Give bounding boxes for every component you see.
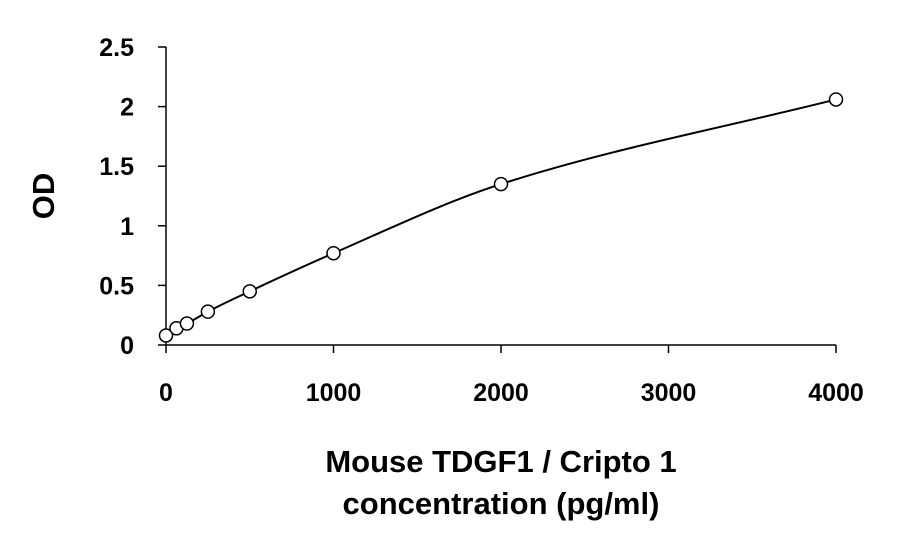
y-tick-label: 0.5 <box>99 272 134 300</box>
fit-curve <box>165 98 837 337</box>
x-tick-label: 4000 <box>808 379 864 407</box>
data-point <box>200 304 216 319</box>
y-tick-label: 1.5 <box>99 153 134 181</box>
data-point <box>326 245 341 261</box>
y-axis-title: OD <box>26 173 61 220</box>
data-point <box>828 92 844 107</box>
data-points <box>158 92 844 343</box>
x-tick-label: 2000 <box>473 379 529 407</box>
x-axis-title-line-2: concentration (pg/ml) <box>343 486 660 521</box>
y-tick-label: 0 <box>120 332 134 360</box>
x-tick-label: 1000 <box>306 379 362 407</box>
y-ticks: 0 0.5 1 1.5 2 2.5 <box>99 34 166 360</box>
x-tick-label: 3000 <box>641 379 697 407</box>
data-point <box>493 176 509 192</box>
data-point <box>179 316 195 331</box>
x-tick-label: 0 <box>159 379 173 407</box>
y-tick-label: 2 <box>120 94 134 122</box>
x-axis-title-line-1: Mouse TDGF1 / Cripto 1 <box>325 444 676 479</box>
y-tick-label: 2.5 <box>99 34 134 62</box>
data-point <box>242 284 257 299</box>
x-ticks: 0 1000 2000 3000 4000 <box>159 345 864 407</box>
data-point <box>158 328 174 343</box>
y-tick-label: 1 <box>120 213 134 241</box>
